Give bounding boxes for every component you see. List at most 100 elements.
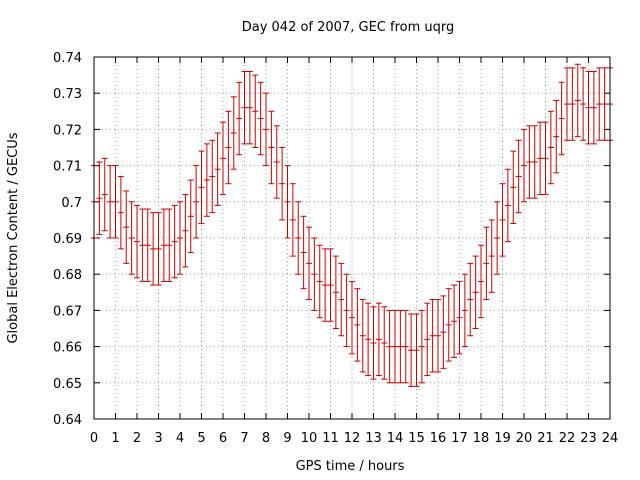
x-tick-label: 9 — [283, 431, 291, 446]
error-bar-point — [128, 201, 135, 275]
error-bar-point — [418, 309, 425, 384]
error-bar-point — [354, 288, 361, 362]
x-tick-label: 16 — [430, 431, 447, 446]
y-tick-label: 0.65 — [53, 377, 82, 392]
error-bar-point — [381, 306, 388, 380]
y-tick-label: 0.73 — [53, 87, 82, 102]
y-tick-label: 0.71 — [53, 160, 82, 175]
error-bar-point — [322, 248, 329, 322]
error-bar-point — [440, 295, 447, 369]
plot-frame — [93, 56, 611, 420]
error-bar-point — [316, 244, 323, 319]
error-bar-point — [166, 208, 173, 282]
error-bar-point — [171, 204, 178, 279]
error-bar-point — [526, 125, 533, 199]
x-tick-label: 1 — [111, 431, 119, 446]
error-bar-point — [569, 67, 576, 141]
y-tick-label: 0.66 — [53, 341, 82, 356]
error-bar-point — [467, 262, 474, 337]
grid-lines — [94, 57, 610, 419]
gec-series — [91, 63, 613, 387]
error-bar-point — [257, 81, 264, 156]
y-axis-label: Global Electron Content / GECUs — [6, 132, 21, 343]
error-bar-point — [187, 179, 194, 253]
x-tick-label: 3 — [154, 431, 162, 446]
axis-ticks — [93, 56, 611, 420]
error-bar-point — [230, 96, 237, 170]
error-bar-point — [478, 244, 484, 319]
x-tick-label: 18 — [473, 431, 490, 446]
error-bar-point — [359, 299, 366, 373]
x-tick-label: 22 — [559, 431, 576, 446]
error-bar-point — [279, 147, 286, 221]
error-bar-point — [392, 309, 398, 384]
error-bar-point — [300, 215, 307, 290]
error-bar-point — [252, 74, 259, 148]
error-bar-point — [424, 302, 431, 377]
x-tick-label: 20 — [516, 431, 533, 446]
error-bar-point — [193, 165, 200, 239]
error-bar-point — [456, 280, 463, 355]
error-bar-point — [209, 139, 216, 214]
x-tick-label: 24 — [602, 431, 619, 446]
x-tick-label: 11 — [322, 431, 339, 446]
error-bar-point — [177, 201, 183, 275]
y-tick-label: 0.67 — [53, 304, 82, 319]
y-tick-label: 0.68 — [53, 268, 82, 283]
y-tick-label: 0.72 — [53, 123, 82, 138]
x-tick-label: 7 — [240, 431, 248, 446]
error-bar-point — [220, 121, 226, 196]
error-bar-point — [139, 208, 146, 282]
error-bar-point — [547, 110, 554, 185]
error-bar-point — [413, 313, 420, 387]
error-bar-point — [289, 183, 296, 257]
x-tick-label: 6 — [219, 431, 227, 446]
error-bar-point — [375, 302, 382, 377]
error-bar-point — [214, 132, 221, 206]
error-bar-point — [123, 190, 130, 264]
error-bar-point — [585, 70, 592, 145]
x-tick-label: 2 — [133, 431, 141, 446]
error-bar-point — [96, 161, 103, 235]
error-bar-point — [263, 92, 269, 167]
x-tick-label: 10 — [301, 431, 318, 446]
error-bar-point — [537, 121, 544, 196]
error-bar-point — [504, 168, 511, 243]
error-bar-point — [311, 237, 318, 311]
y-tick-label: 0.64 — [53, 413, 82, 428]
x-tick-label: 14 — [387, 431, 404, 446]
error-bar-point — [386, 309, 393, 384]
error-bar-point — [408, 313, 415, 387]
x-tick-label: 13 — [365, 431, 382, 446]
error-bar-point — [101, 157, 108, 232]
error-bar-point — [241, 70, 248, 145]
error-bar-point — [553, 99, 560, 174]
error-bar-point — [596, 67, 603, 141]
error-bar-point — [295, 201, 302, 275]
y-tick-label: 0.74 — [53, 51, 82, 66]
x-tick-label: 4 — [176, 431, 184, 446]
error-bar-point — [574, 63, 581, 138]
error-bar-point — [429, 299, 436, 373]
error-bar-point — [155, 212, 162, 286]
error-bar-point — [349, 280, 355, 355]
error-bar-point — [198, 150, 205, 225]
error-bar-point — [327, 248, 334, 322]
error-bar-point — [117, 175, 124, 250]
error-bar-point — [397, 309, 404, 384]
error-bar-point — [435, 299, 441, 373]
error-bar-point — [284, 165, 291, 239]
error-bar-point — [488, 219, 495, 293]
error-bar-point — [402, 309, 409, 384]
y-tick-label: 0.7 — [61, 196, 82, 211]
x-tick-label: 21 — [537, 431, 554, 446]
error-bar-point — [112, 165, 119, 239]
x-axis-label: GPS time / hours — [296, 459, 405, 474]
error-bar-point — [246, 70, 253, 145]
y-tick-label: 0.69 — [53, 232, 82, 247]
error-bar-point — [150, 212, 157, 286]
error-bar-point — [225, 110, 232, 185]
error-bar-point — [144, 208, 151, 282]
chart-title: Day 042 of 2007, GEC from uqrg — [242, 20, 455, 35]
error-bar-point — [236, 81, 243, 156]
